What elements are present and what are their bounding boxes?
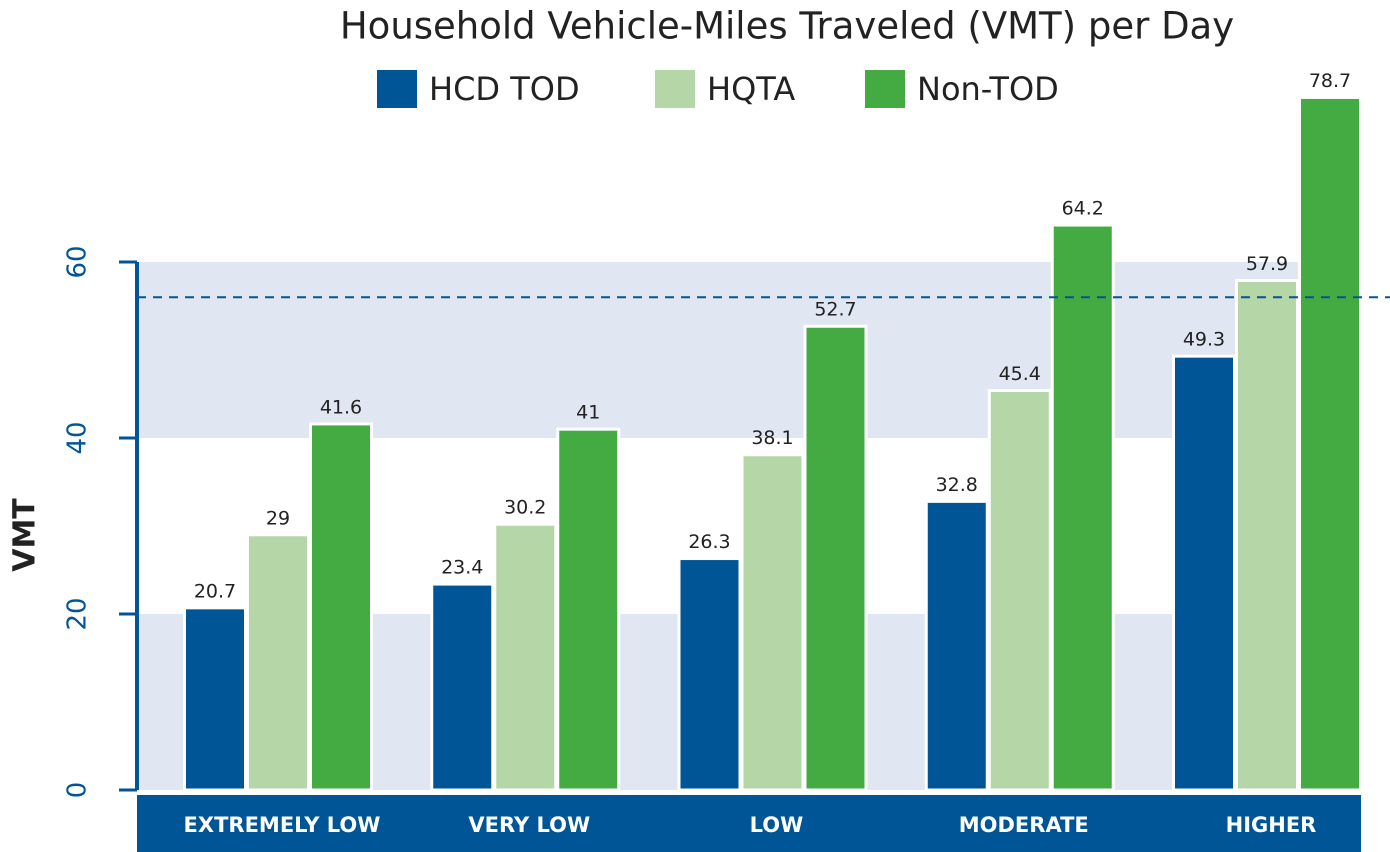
bar [493,522,558,792]
bar [246,533,310,792]
value-label: 78.7 [1309,70,1351,92]
value-label: 49.3 [1183,329,1225,351]
value-label: 23.4 [441,557,483,579]
x-axis-band [137,795,1361,852]
bar [987,388,1052,792]
legend-label: HCD TOD [429,70,580,108]
value-label: 57.9 [1246,253,1288,275]
value-label: 45.4 [999,363,1041,385]
value-label: 32.8 [936,474,978,496]
value-label: 26.3 [688,531,730,553]
y-tick-label: 40 [63,421,93,454]
x-tick-label: LOW [750,813,804,837]
bar [1172,354,1236,792]
value-label: 20.7 [194,580,236,602]
legend-label: Non-TOD [917,70,1059,108]
legend-swatch [655,70,695,108]
bar [556,427,621,792]
y-tick-label: 20 [63,597,93,630]
x-tick-label: MODERATE [959,813,1089,837]
y-tick-label: 60 [63,245,93,278]
value-label: 41 [576,402,600,424]
x-tick-label: VERY LOW [468,813,590,837]
value-label: 29 [266,507,290,529]
bar [740,453,805,792]
bar [803,324,868,792]
bar [430,582,495,792]
bar [1050,223,1115,792]
bar [1298,95,1362,792]
x-tick-label: EXTREMELY LOW [184,813,381,837]
chart-title: Household Vehicle-Miles Traveled (VMT) p… [340,5,1234,48]
bar [677,557,742,792]
y-axis-label: VMT [8,498,43,572]
legend-swatch [865,70,905,108]
value-label: 30.2 [504,497,546,519]
legend-label: HQTA [707,70,795,108]
x-tick-label: HIGHER [1226,813,1317,837]
bar [924,499,989,792]
value-label: 52.7 [814,299,856,321]
value-label: 64.2 [1062,198,1104,220]
value-label: 38.1 [751,427,793,449]
value-label: 41.6 [320,396,362,418]
bar [1235,278,1299,792]
bar [183,606,247,792]
bar [309,422,373,792]
legend-swatch [377,70,417,108]
y-tick-label: 0 [63,782,93,799]
grid-band [137,262,1361,438]
